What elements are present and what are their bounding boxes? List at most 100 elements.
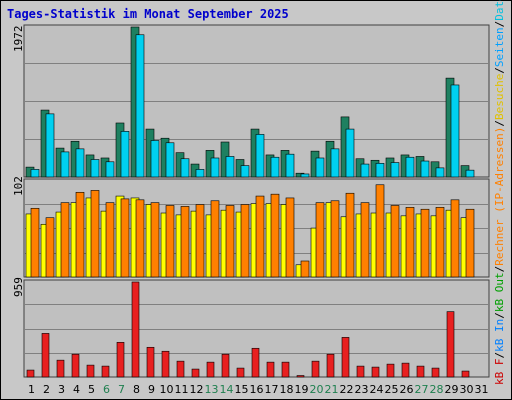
bar-dateien-day-27 [420, 160, 430, 178]
bar-rechner-day-21 [330, 200, 340, 278]
day-label-27: 27 [414, 383, 429, 396]
bar-rechner-day-19 [300, 260, 310, 278]
bar-kb-f-day-7 [116, 342, 125, 378]
day-label-16: 16 [249, 383, 264, 396]
bar-dateien-day-8 [135, 34, 145, 178]
bar-rechner-day-12 [195, 204, 205, 278]
bar-dateien-day-21 [330, 148, 340, 178]
bar-kb-f-day-24 [371, 366, 380, 378]
bar-dateien-day-13 [210, 157, 220, 178]
bar-rechner-day-25 [390, 205, 400, 278]
bar-rechner-day-23 [360, 202, 370, 278]
bar-dateien-day-24 [375, 163, 385, 178]
legend-item-0: kB F [493, 358, 506, 386]
series-legend: kB F/kB In/kB Out/Rechner (IP-Adressen)/… [493, 0, 506, 385]
bar-kb-f-day-2 [41, 333, 50, 378]
bar-rechner-day-24 [375, 184, 385, 278]
bar-rechner-day-27 [420, 208, 430, 278]
day-label-9: 9 [148, 383, 155, 396]
bar-kb-f-day-23 [356, 365, 365, 378]
bar-rechner-day-28 [435, 207, 445, 278]
bar-dateien-day-17 [270, 156, 280, 178]
bar-kb-f-day-26 [401, 362, 410, 378]
bar-dateien-day-4 [75, 148, 85, 178]
bar-rechner-day-7 [120, 198, 130, 278]
day-label-18: 18 [279, 383, 294, 396]
legend-item-3: / [493, 312, 506, 319]
day-label-30: 30 [459, 383, 474, 396]
bar-rechner-day-29 [450, 199, 460, 278]
bar-dateien-day-9 [150, 140, 160, 178]
day-label-13: 13 [204, 383, 219, 396]
day-label-28: 28 [429, 383, 444, 396]
legend-item-6: Rechner (IP-Adressen) [493, 126, 506, 266]
bar-rechner-day-30 [465, 208, 475, 278]
bar-dateien-day-20 [315, 157, 325, 178]
bar-dateien-day-7 [120, 131, 130, 178]
bar-rechner-day-14 [225, 205, 235, 278]
bar-kb-f-day-11 [176, 360, 185, 378]
day-label-29: 29 [444, 383, 459, 396]
bar-dateien-day-23 [360, 163, 370, 178]
bar-dateien-day-2 [45, 113, 55, 178]
bar-dateien-day-14 [225, 156, 235, 178]
bar-kb-f-day-12 [191, 368, 200, 378]
day-label-11: 11 [174, 383, 189, 396]
bar-rechner-day-3 [60, 202, 70, 278]
bar-rechner-day-17 [270, 193, 280, 278]
bar-rechner-day-22 [345, 192, 355, 278]
bar-rechner-day-1 [30, 207, 40, 278]
bar-dateien-day-15 [240, 165, 250, 178]
legend-item-1: / [493, 351, 506, 359]
bar-kb-f-day-9 [146, 346, 155, 378]
bar-dateien-day-16 [255, 134, 265, 178]
bar-dateien-day-5 [90, 159, 100, 178]
bar-kb-f-day-16 [251, 347, 260, 378]
day-label-6: 6 [103, 383, 110, 396]
bar-kb-f-day-4 [71, 353, 80, 378]
bar-kb-f-day-6 [101, 365, 110, 378]
bar-rechner-day-2 [45, 217, 55, 278]
day-label-14: 14 [219, 383, 234, 396]
legend-item-9: / [493, 67, 506, 74]
bar-dateien-day-19 [300, 173, 310, 178]
bar-kb-f-day-8 [131, 281, 140, 378]
bar-dateien-day-11 [180, 158, 190, 178]
day-label-4: 4 [73, 383, 80, 396]
bar-dateien-day-28 [435, 167, 445, 178]
day-label-7: 7 [118, 383, 125, 396]
day-label-31: 31 [474, 383, 489, 396]
bar-rechner-day-10 [165, 205, 175, 278]
bar-rechner-day-15 [240, 204, 250, 278]
day-label-10: 10 [159, 383, 174, 396]
bar-dateien-day-10 [165, 142, 175, 178]
day-label-25: 25 [384, 383, 399, 396]
day-label-3: 3 [58, 383, 65, 396]
legend-item-5: / [493, 265, 506, 273]
bar-kb-f-day-30 [461, 370, 470, 378]
chart-title: Tages-Statistik im Monat September 2025 [7, 7, 289, 21]
bar-kb-f-day-5 [86, 364, 95, 378]
bar-rechner-day-9 [150, 202, 160, 278]
day-label-1: 1 [28, 383, 35, 396]
day-label-23: 23 [354, 383, 369, 396]
bar-dateien-day-22 [345, 128, 355, 178]
day-label-17: 17 [264, 383, 279, 396]
day-label-21: 21 [324, 383, 339, 396]
bar-kb-f-day-10 [161, 350, 170, 378]
bar-dateien-day-12 [195, 169, 205, 178]
bar-kb-f-day-28 [431, 367, 440, 378]
bar-rechner-day-16 [255, 195, 265, 278]
bar-kb-f-day-25 [386, 363, 395, 378]
bar-kb-f-day-17 [266, 361, 275, 378]
bar-kb-f-day-27 [416, 365, 425, 378]
bar-kb-f-day-21 [326, 353, 335, 378]
bar-rechner-day-6 [105, 202, 115, 278]
bar-rechner-day-5 [90, 190, 100, 278]
day-label-2: 2 [43, 383, 50, 396]
day-label-8: 8 [133, 383, 140, 396]
day-label-19: 19 [294, 383, 309, 396]
day-label-15: 15 [234, 383, 249, 396]
bar-dateien-day-18 [285, 153, 295, 178]
